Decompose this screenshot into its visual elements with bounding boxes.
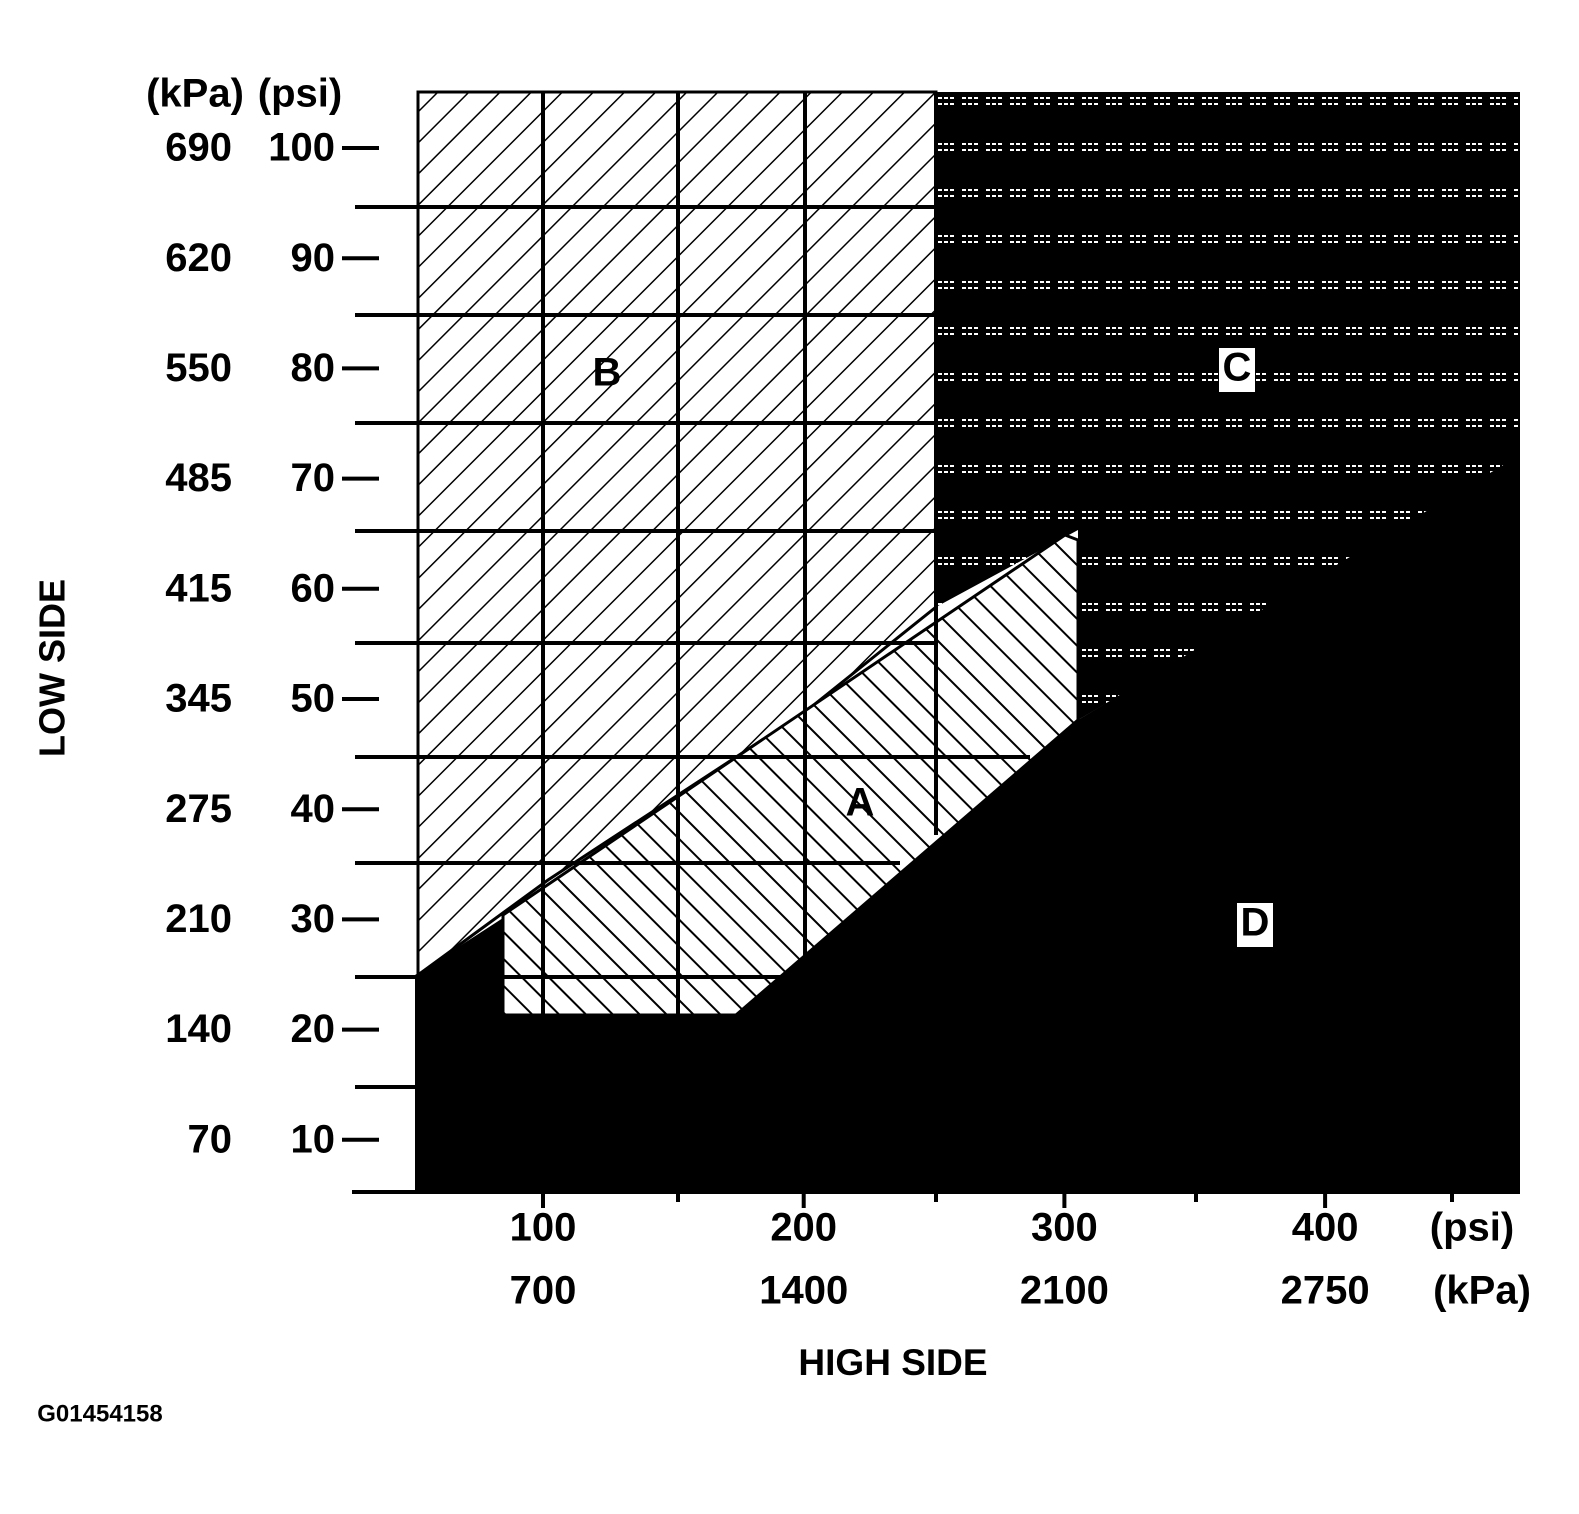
grid [352, 92, 1520, 1202]
y-psi-unit: (psi) [258, 72, 342, 116]
y-tick-label: 620 [165, 236, 232, 280]
region-c [936, 92, 1520, 720]
y-tick-label: 550 [165, 346, 232, 390]
region-label: A [846, 781, 875, 825]
y-tick-label: 40 [291, 787, 336, 831]
y-tick-label: 70 [188, 1117, 233, 1161]
y-tick-label: 90 [291, 236, 336, 280]
y-tick-label: 485 [165, 456, 232, 500]
y-tick-label: 345 [165, 677, 232, 721]
x-tick-label: 200 [770, 1206, 837, 1250]
y-tick-label: 20 [291, 1007, 336, 1051]
x-tick-label: 2100 [1020, 1269, 1109, 1313]
x-tick-label: 2750 [1281, 1269, 1370, 1313]
y-axis-title: LOW SIDE [32, 579, 73, 757]
y-tick-label: 140 [165, 1007, 232, 1051]
x-axis-title: HIGH SIDE [798, 1342, 987, 1383]
x-tick-label: 1400 [759, 1269, 848, 1313]
figure-id: G01454158 [37, 1400, 162, 1427]
y-tick-label: 80 [291, 346, 336, 390]
x-tick-label: 100 [510, 1206, 577, 1250]
region-label: B [593, 351, 622, 395]
label-box [1219, 348, 1255, 392]
region-label: D [1241, 901, 1270, 945]
y-tick-label: 70 [291, 456, 336, 500]
label-box [1237, 903, 1273, 947]
y-kpa-unit: (kPa) [146, 72, 244, 116]
x-kpa-unit: (kPa) [1433, 1269, 1531, 1313]
y-tick-label: 50 [291, 677, 336, 721]
y-tick-label: 690 [165, 126, 232, 170]
y-tick-label: 210 [165, 897, 232, 941]
region-label: C [1223, 346, 1252, 390]
y-tick-label: 60 [291, 566, 336, 610]
region-d [415, 455, 1520, 1192]
x-tick-label: 700 [510, 1269, 577, 1313]
y-tick-label: 415 [165, 566, 232, 610]
x-psi-unit: (psi) [1430, 1206, 1514, 1250]
x-tick-label: 400 [1292, 1206, 1359, 1250]
y-tick-label: 10 [291, 1117, 336, 1161]
x-tick-label: 300 [1031, 1206, 1098, 1250]
y-tick-label: 100 [268, 126, 335, 170]
y-tick-label: 30 [291, 897, 336, 941]
y-tick-label: 275 [165, 787, 232, 831]
